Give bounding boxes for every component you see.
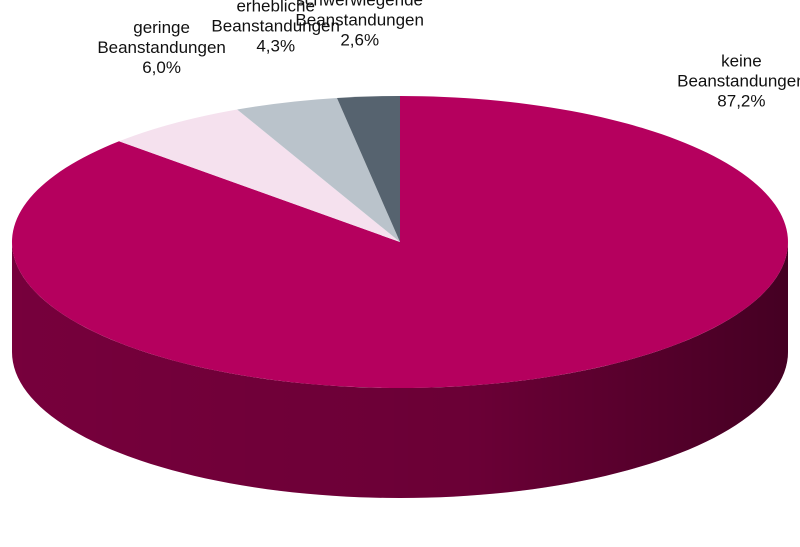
slice-label-0: keine Beanstandungen 87,2%: [677, 52, 800, 111]
slice-value-label-1: 6,0%: [142, 58, 181, 77]
slice-category-label-0-0: keine: [721, 52, 762, 71]
pie-side-layer: [12, 242, 788, 498]
slice-category-label-3-0: schwerwiegende: [296, 0, 423, 10]
slice-label-1: geringe Beanstandungen 6,0%: [97, 18, 226, 77]
pie-slice-0: [11, 96, 788, 388]
slice-category-label-2-1: Beanstandungen: [211, 17, 340, 36]
pie-side-shade-0: [12, 242, 788, 498]
slice-category-label-0-1: Beanstandungen: [677, 72, 800, 91]
slice-label-2: erhebliche Beanstandungen 4,3%: [211, 0, 340, 56]
pie-slice-2: [237, 97, 400, 242]
pie-label-layer: keine Beanstandungen 87,2%geringe Beanstand…: [97, 0, 800, 111]
slice-category-label-2-0: erhebliche: [236, 0, 314, 16]
slice-value-label-2: 4,3%: [256, 37, 295, 56]
slice-category-label-1-1: Beanstandungen: [97, 38, 226, 57]
slice-value-label-3: 2,6%: [340, 31, 379, 50]
slice-category-label-1-0: geringe: [133, 18, 190, 37]
slice-label-3: schwerwiegende Beanstandungen 2,6%: [295, 0, 424, 50]
slice-category-label-3-1: Beanstandungen: [295, 11, 424, 30]
pie-slice-1: [119, 109, 401, 242]
slice-value-label-0: 87,2%: [717, 92, 765, 111]
pie-slice-3: [336, 96, 400, 242]
pie-top-layer: [11, 96, 788, 388]
